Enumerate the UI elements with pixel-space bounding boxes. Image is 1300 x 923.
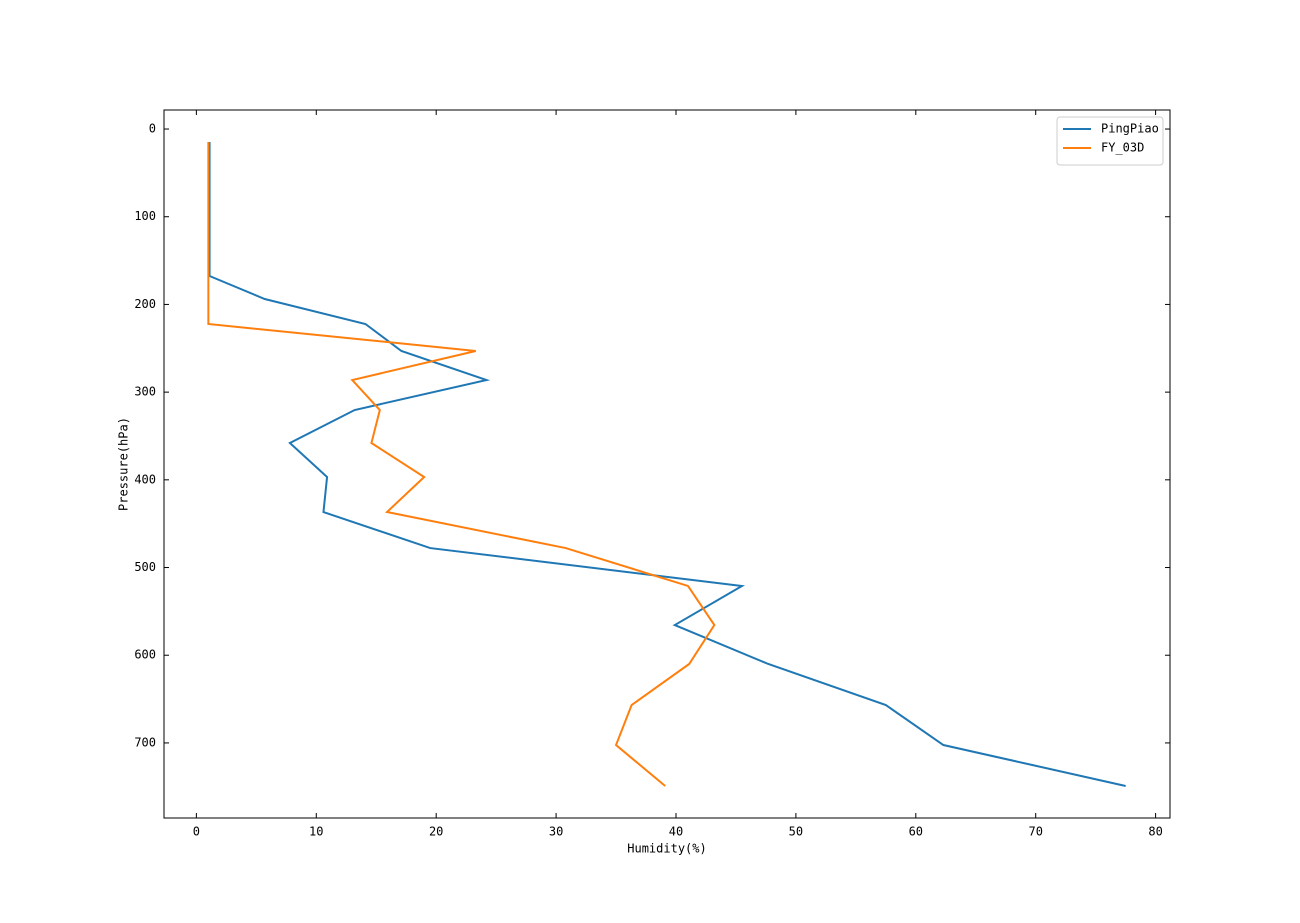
y-tick-label: 0 [149,122,156,136]
data-line [208,142,1126,787]
data-line [207,142,716,787]
axes-frame [163,109,1171,819]
legend-label: FY_03D [1101,141,1144,155]
y-tick-label: 100 [134,209,156,223]
x-tick-label: 80 [1148,825,1162,839]
x-axis-label: Humidity(%) [627,842,706,856]
x-tick-label: 10 [309,825,323,839]
legend-label: PingPiao [1101,122,1159,136]
x-tick-label: 0 [193,825,200,839]
x-tick-label: 30 [549,825,563,839]
y-tick-label: 300 [134,385,156,399]
y-tick-label: 500 [134,560,156,574]
y-tick-label: 700 [134,735,156,749]
x-tick-label: 40 [669,825,683,839]
y-tick-label: 600 [134,648,156,662]
y-tick-label: 200 [134,297,156,311]
x-tick-label: 60 [909,825,923,839]
x-tick-label: 70 [1028,825,1042,839]
y-axis-label: Pressure(hPa) [117,417,131,511]
x-tick-label: 50 [789,825,803,839]
y-tick-label: 400 [134,472,156,486]
x-tick-label: 20 [429,825,443,839]
